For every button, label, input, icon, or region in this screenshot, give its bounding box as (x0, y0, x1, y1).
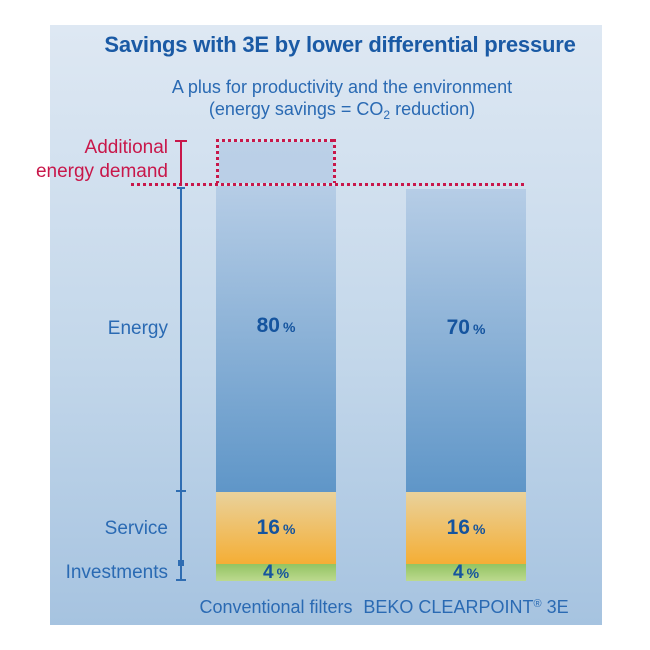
value-number: 80 (256, 314, 280, 337)
x-label-conventional-filters: Conventional filters (199, 597, 353, 617)
row-label-investments: Investments (65, 562, 168, 583)
bar-segment-service: 16% (406, 492, 526, 564)
value-number: 4 (452, 561, 464, 583)
subtitle-line-1: A plus for productivity and the environm… (171, 77, 513, 97)
x-label-text: BEKO CLEARPOINT (363, 597, 534, 617)
annotation-line-2: energy demand (35, 161, 168, 182)
value-label-investments-conventional: 4% (263, 562, 289, 584)
value-label-energy-clearpoint: 70% (447, 316, 486, 340)
value-label-investments-clearpoint: 4% (453, 562, 479, 584)
value-label-service-conventional: 16% (257, 516, 296, 540)
subtitle-line-2-post: reduction) (390, 99, 476, 119)
demand-baseline-dotted-line (131, 183, 527, 186)
axis-tick-top (177, 187, 185, 189)
value-number: 70 (446, 315, 470, 339)
row-label-energy: Energy (107, 318, 168, 339)
axis-tick-energy-service (176, 490, 186, 492)
axis-tick-service-investments (178, 560, 184, 566)
annotation-label: Additional energy demand (35, 136, 168, 184)
value-label-energy-conventional: 80% (257, 314, 296, 338)
annotation-bracket-line (180, 141, 182, 183)
percent-sign: % (466, 564, 480, 581)
percent-sign: % (282, 521, 296, 537)
value-number: 16 (256, 516, 280, 539)
axis-tick-bottom (176, 579, 186, 581)
registered-trademark-icon: ® (533, 598, 542, 610)
additional-demand-box-left-border (216, 139, 219, 183)
additional-demand-box-right-border (333, 139, 336, 183)
bar-segment-investments: 4% (406, 562, 526, 584)
co2-subscript: 2 (383, 108, 391, 122)
bar-segment-investments: 4% (216, 562, 336, 584)
category-axis-line (180, 187, 182, 581)
x-label-suffix: 3E (541, 597, 569, 617)
subtitle-line-2: (energy savings = CO2 reduction) (92, 99, 592, 122)
annotation-line-1: Additional (84, 137, 168, 158)
x-label-beko-clearpoint: BEKO CLEARPOINT® 3E (346, 597, 586, 618)
value-label-service-clearpoint: 16% (447, 516, 486, 540)
additional-demand-box-fill (219, 142, 333, 183)
bar-segment-energy: 80% (216, 186, 336, 492)
percent-sign: % (472, 320, 486, 337)
bar-segment-service: 16% (216, 492, 336, 564)
bar-segment-energy: 70% (406, 189, 526, 492)
value-number: 16 (446, 516, 470, 539)
row-label-service: Service (104, 518, 168, 539)
percent-sign: % (472, 521, 486, 537)
percent-sign: % (282, 319, 296, 335)
additional-demand-box-top-border (216, 139, 336, 142)
value-number: 4 (262, 561, 274, 583)
page-title: Savings with 3E by lower differential pr… (104, 32, 576, 57)
subtitle-line-2-pre: (energy savings = CO (208, 99, 384, 119)
percent-sign: % (276, 564, 290, 581)
